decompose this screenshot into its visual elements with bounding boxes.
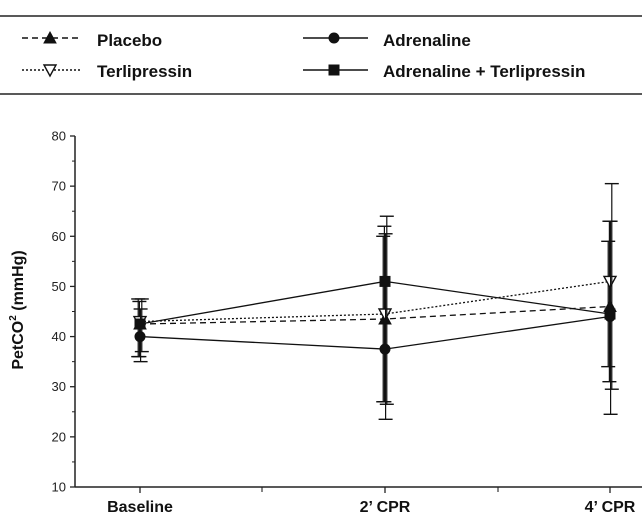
data-point (134, 331, 146, 343)
legend-marker (42, 64, 58, 78)
y-tick-label: 30 (52, 379, 66, 394)
legend-label: Terlipressin (97, 62, 192, 81)
legend-label: Adrenaline (383, 31, 471, 50)
y-tick-label: 10 (52, 480, 66, 495)
data-point (379, 343, 391, 355)
data-point (379, 275, 391, 287)
data-point (134, 318, 146, 330)
y-tick-label: 70 (52, 179, 66, 194)
series-2 (132, 220, 618, 403)
legend-entry-1: Placebo (22, 30, 162, 50)
series-line (139, 305, 611, 325)
series-3 (133, 220, 618, 421)
legend-label: Adrenaline + Terlipressin (383, 62, 585, 81)
y-tick-label: 20 (52, 429, 66, 444)
series-4 (134, 182, 619, 405)
y-axis-label: PetCO2 (mmHg) (8, 250, 27, 369)
series-line (139, 280, 611, 323)
legend-entry-2: Terlipressin (22, 62, 192, 81)
legend-marker (43, 30, 57, 44)
x-tick-label: 2’ CPR (360, 499, 411, 516)
legend: Placebo Terlipressin Adrenaline Adrenaline … (22, 30, 585, 81)
legend-label: Placebo (97, 31, 162, 50)
legend-marker (328, 32, 340, 44)
y-tick-label: 60 (52, 229, 66, 244)
axes (74, 136, 642, 488)
series-layer (131, 182, 619, 421)
legend-marker (328, 64, 340, 76)
series-line (139, 280, 611, 325)
data-point (604, 308, 616, 320)
y-ticks: 10 20 30 40 50 60 70 80 (52, 129, 75, 495)
y-tick-label: 50 (52, 279, 66, 294)
x-tick-label: 4’ CPR (585, 499, 636, 516)
x-categories: Baseline 2’ CPR 4’ CPR (107, 487, 636, 516)
y-tick-label: 80 (52, 129, 66, 144)
x-tick-label: Baseline (107, 499, 173, 516)
legend-entry-3: Adrenaline (303, 31, 471, 50)
legend-entry-4: Adrenaline + Terlipressin (303, 62, 585, 81)
series-line (139, 315, 611, 350)
series-1 (131, 235, 617, 403)
y-tick-label: 40 (52, 329, 66, 344)
